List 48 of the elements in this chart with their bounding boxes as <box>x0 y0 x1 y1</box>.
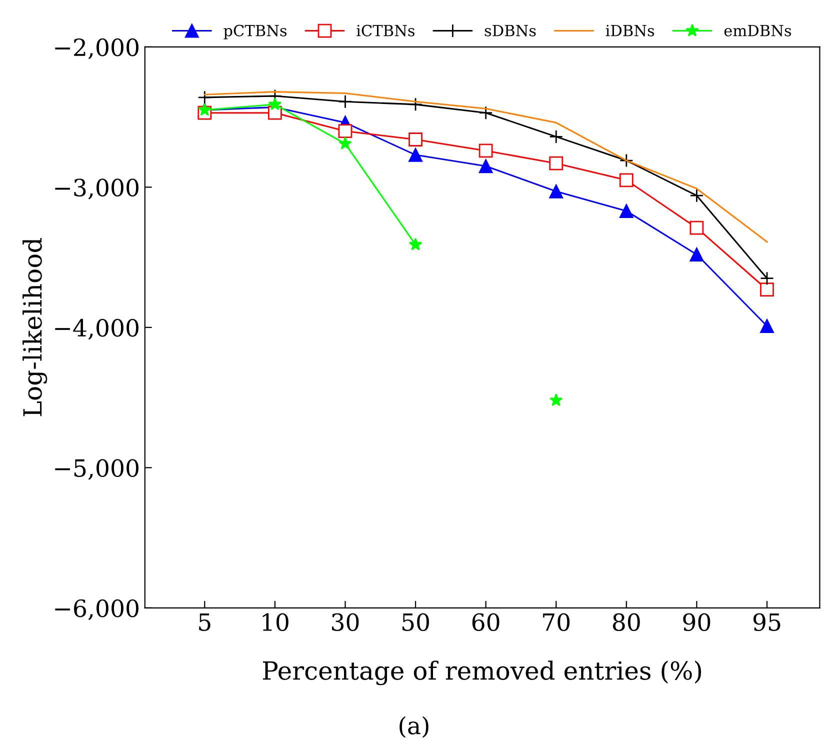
y-tick-label: −6,000 <box>55 599 138 620</box>
point <box>549 156 564 170</box>
x-tick-label: 90 <box>683 613 710 632</box>
point <box>268 97 282 110</box>
point <box>549 130 564 144</box>
point <box>408 97 422 112</box>
point <box>619 173 634 188</box>
point <box>478 106 493 120</box>
y-axis-title: Log-likelihood <box>22 238 48 416</box>
point <box>690 220 704 235</box>
x-axis-title: Percentage of removed entries (%) <box>262 660 702 686</box>
point <box>549 184 564 198</box>
point <box>198 90 212 104</box>
legend-label: sDBNs <box>484 24 536 36</box>
point <box>619 204 634 218</box>
y-tick-label: −4,000 <box>55 318 138 340</box>
line-series <box>204 91 768 243</box>
point <box>760 319 774 333</box>
point <box>690 248 704 262</box>
point <box>338 124 352 138</box>
point <box>690 188 704 203</box>
x-tick-label: 95 <box>753 613 780 632</box>
x-tick-label: 5 <box>199 614 210 632</box>
point <box>619 154 634 168</box>
y-tick-label: −3,000 <box>55 178 138 200</box>
point <box>478 144 493 158</box>
legend-label: iCTBNs <box>356 24 414 36</box>
x-tick-label: 50 <box>402 613 429 632</box>
point <box>338 94 352 109</box>
text: (a) <box>400 716 428 738</box>
point <box>760 282 774 297</box>
x-tick-label: 70 <box>543 613 570 632</box>
point <box>760 271 774 286</box>
y-tick-label: −5,000 <box>55 459 138 480</box>
point <box>478 159 493 174</box>
point <box>338 136 352 150</box>
point <box>549 393 563 406</box>
x-tick-label: 10 <box>262 613 288 632</box>
x-tick-label: 30 <box>332 613 359 632</box>
point <box>408 132 422 146</box>
x-tick-label: 60 <box>472 613 500 632</box>
point <box>408 238 422 250</box>
point <box>408 148 422 162</box>
legend-label: emDBNs <box>724 24 792 36</box>
y-tick-label: −2,000 <box>55 38 138 60</box>
legend-label: pCTBNs <box>224 24 287 40</box>
x-tick-label: 80 <box>612 613 640 632</box>
legend-label: iDBNs <box>606 24 654 36</box>
